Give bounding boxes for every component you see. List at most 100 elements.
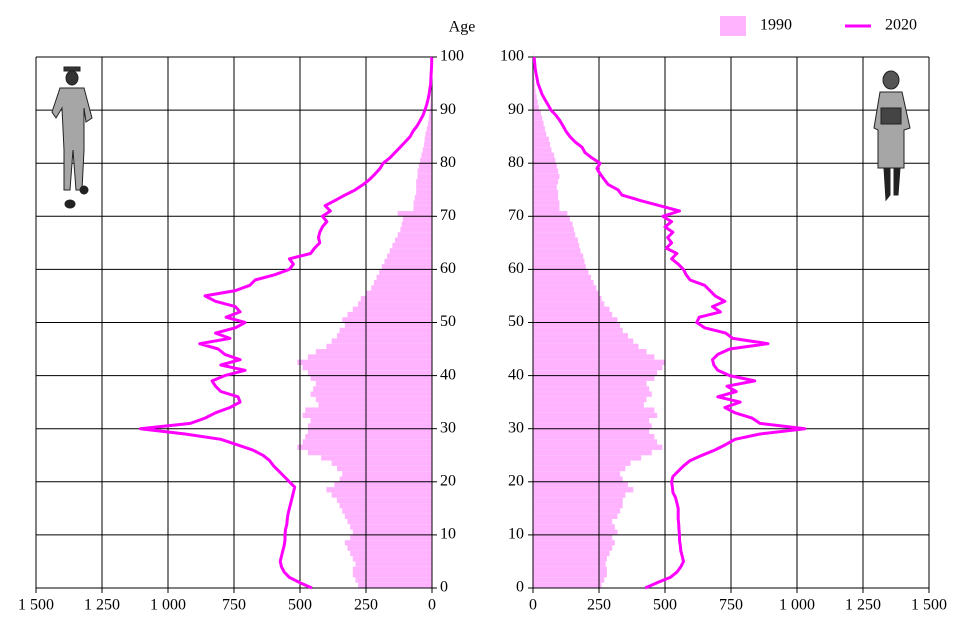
bar: [533, 460, 631, 466]
y-tick-label: 0: [440, 579, 448, 596]
x-tick-label: 250: [354, 597, 378, 614]
y-tick-label: 90: [508, 101, 524, 118]
bar: [533, 380, 647, 387]
y-axis-label: Age: [449, 19, 476, 36]
bar: [533, 582, 602, 588]
bar: [342, 317, 432, 323]
bar: [297, 444, 432, 450]
bar: [533, 88, 536, 95]
y-tick-label: 80: [440, 154, 456, 171]
bar: [533, 386, 650, 392]
bar: [347, 545, 432, 551]
bar: [533, 306, 610, 312]
bar: [395, 237, 432, 243]
bar: [352, 529, 432, 535]
bar: [533, 216, 570, 222]
bar: [352, 306, 432, 312]
bar: [392, 242, 432, 249]
y-tick-label: 90: [440, 101, 456, 118]
bar: [533, 518, 613, 525]
bar: [533, 253, 584, 259]
bar: [350, 550, 432, 557]
bar: [429, 104, 432, 111]
bar: [533, 290, 599, 296]
y-tick-label: 40: [440, 366, 456, 383]
bar: [371, 285, 432, 291]
bar: [414, 195, 432, 201]
x-tick-label: 1 250: [845, 597, 881, 614]
lines: [138, 56, 807, 590]
bar: [533, 136, 549, 142]
y-tick-label: 10: [508, 526, 524, 543]
bar: [313, 386, 432, 392]
bar: [318, 402, 432, 408]
bar: [533, 428, 650, 435]
bar: [307, 370, 432, 376]
bar: [352, 572, 432, 578]
bar: [326, 343, 432, 350]
bar: [417, 168, 432, 174]
y-tick-label: 50: [508, 313, 524, 330]
legend-label: 2020: [885, 17, 917, 34]
bar: [425, 131, 432, 137]
bar: [533, 444, 663, 450]
bar: [533, 402, 644, 408]
x-tick-label: 500: [288, 597, 312, 614]
bar: [533, 407, 655, 413]
bar: [533, 503, 623, 509]
bar: [533, 179, 559, 185]
bar: [315, 349, 432, 355]
bar: [352, 566, 432, 573]
bar: [321, 455, 432, 461]
bar: [310, 375, 432, 381]
bar: [533, 200, 560, 206]
bar: [358, 582, 432, 588]
bar: [533, 577, 605, 583]
bar: [347, 518, 432, 525]
bar: [533, 205, 560, 211]
bar: [533, 221, 573, 227]
bar: [533, 481, 629, 488]
bar: [334, 481, 432, 488]
bar: [373, 280, 432, 286]
bar: [416, 184, 432, 190]
bar: [533, 391, 652, 397]
bar: [344, 540, 432, 546]
x-tick-label: 0: [428, 597, 436, 614]
y-tick-label: 30: [440, 419, 456, 436]
bar: [533, 168, 559, 174]
bar: [336, 465, 432, 472]
x-tick-label: 250: [587, 597, 611, 614]
bar: [533, 242, 580, 249]
x-tick-label: 0: [529, 597, 537, 614]
bar: [424, 136, 432, 142]
bar: [533, 120, 544, 127]
bar: [533, 226, 574, 233]
bar: [533, 572, 607, 578]
bar: [416, 189, 432, 196]
bar: [397, 232, 432, 238]
bar: [336, 333, 432, 339]
bar: [533, 274, 592, 281]
legend-label: 1990: [760, 17, 792, 34]
bar: [533, 423, 652, 429]
y-tick-label: 100: [440, 48, 464, 65]
bar: [533, 317, 618, 323]
bar: [533, 126, 545, 132]
y-tick-label: 40: [508, 366, 524, 383]
bar: [533, 449, 652, 456]
bar: [310, 391, 432, 397]
bar: [533, 529, 618, 535]
bar: [307, 449, 432, 456]
bar: [429, 110, 432, 116]
bar: [336, 497, 432, 504]
y-tick-label: 30: [508, 419, 524, 436]
bar: [315, 396, 432, 403]
bar: [533, 338, 634, 344]
bar: [533, 295, 602, 302]
bar: [302, 439, 432, 445]
bar: [533, 327, 623, 334]
bar: [533, 94, 537, 100]
bar: [387, 253, 432, 259]
bar: [352, 556, 432, 562]
